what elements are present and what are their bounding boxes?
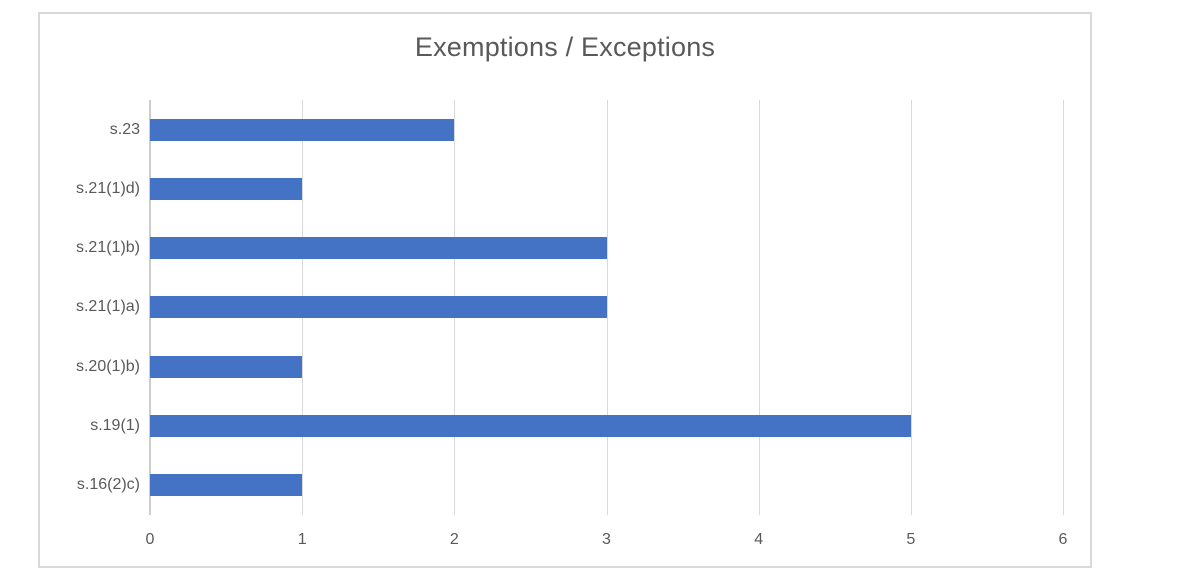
bar-row <box>150 100 1063 159</box>
x-axis-labels: 0 1 2 3 4 5 6 <box>146 523 1068 553</box>
y-axis-label: s.20(1)b) <box>75 357 140 375</box>
bar <box>150 474 303 497</box>
x-axis-tick-label: 3 <box>602 531 611 548</box>
bar <box>150 237 607 260</box>
y-axis-labels: s.23 s.21(1)d) s.21(1)b) s.21(1)a) s.20(… <box>40 100 140 515</box>
bar-row <box>150 337 1063 396</box>
x-axis-tick-label: 6 <box>1058 531 1068 548</box>
gridline <box>1063 100 1064 515</box>
bar <box>150 415 911 438</box>
y-axis-label: s.19(1) <box>90 417 140 435</box>
y-axis-label: s.21(1)a) <box>75 298 140 316</box>
x-axis-tick-label: 1 <box>297 531 307 548</box>
bar-row <box>150 278 1063 337</box>
chart-title: Exemptions / Exceptions <box>414 32 716 62</box>
x-axis-tick-label: 5 <box>906 531 916 548</box>
bar <box>150 355 303 378</box>
chart-container: Exemptions / Exceptions s.23 s.21(1)d) s… <box>38 12 1092 568</box>
x-axis-tick-label: 4 <box>754 531 764 548</box>
bar <box>150 296 607 319</box>
bar-row <box>150 396 1063 455</box>
y-axis-label: s.23 <box>109 120 140 138</box>
bar-row <box>150 159 1063 218</box>
bar <box>150 118 455 141</box>
gridline <box>606 100 608 515</box>
bar <box>150 177 303 200</box>
bar-row <box>150 219 1063 278</box>
y-axis-label: s.16(2)c) <box>76 476 140 494</box>
y-axis-label: s.21(1)d) <box>75 179 140 197</box>
gridline <box>758 100 760 515</box>
gridline <box>910 100 912 515</box>
bar-series <box>150 100 1063 515</box>
y-axis-label: s.21(1)b) <box>75 239 140 257</box>
bar-row <box>150 456 1063 515</box>
x-axis-tick-label: 2 <box>449 531 459 548</box>
plot-area <box>149 100 1064 515</box>
x-axis-tick-label: 0 <box>145 531 155 548</box>
